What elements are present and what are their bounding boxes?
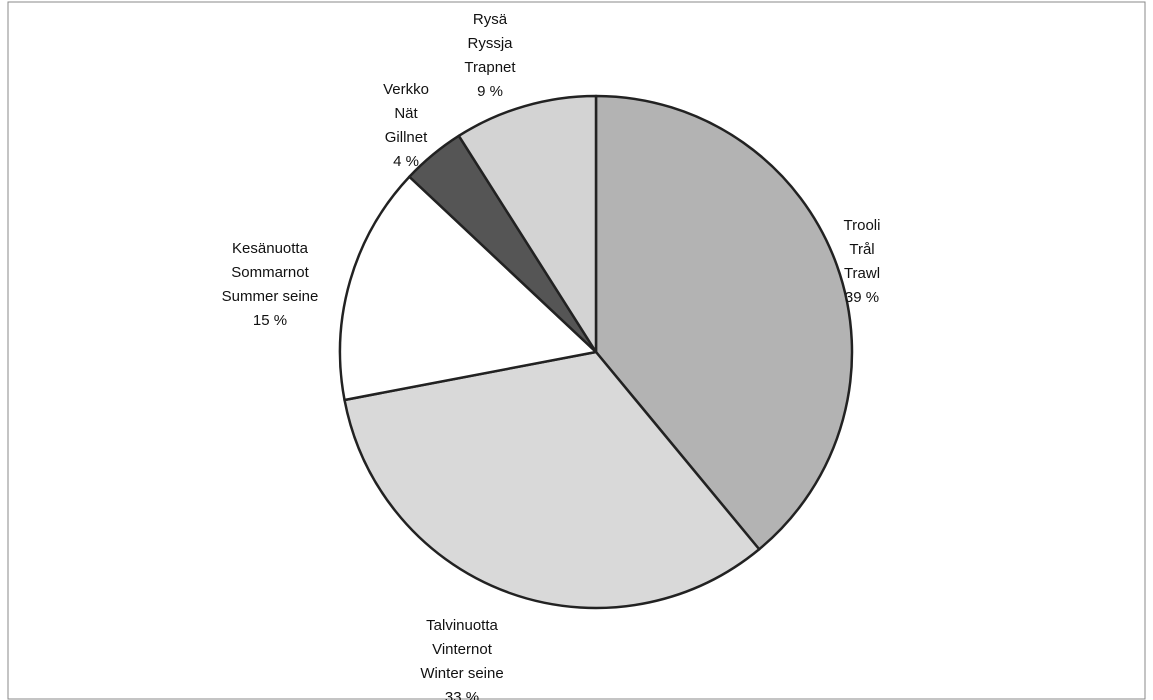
- pie-slice: [338, 175, 598, 402]
- slice-label-line: Ryssja: [467, 35, 513, 52]
- slice-label-line: Trawl: [844, 265, 880, 282]
- slice-label-line: Trapnet: [464, 59, 516, 76]
- slice-label-line: Verkko: [383, 81, 429, 98]
- slice-label: Verkko Nät Gillnet 4 %: [383, 81, 429, 170]
- slice-value-label: 9 %: [477, 83, 503, 100]
- slice-label-line: Kesänuotta: [232, 240, 309, 257]
- slice-label-line: Gillnet: [385, 129, 428, 146]
- slice-value-label: 39 %: [845, 289, 879, 306]
- slice-value-label: 15 %: [253, 312, 287, 329]
- slice-label-line: Rysä: [473, 11, 508, 28]
- slice-value-label: 4 %: [393, 153, 419, 170]
- slice-label-line: Summer seine: [222, 288, 319, 305]
- pie-slice: [343, 350, 761, 610]
- slice-label-line: Winter seine: [420, 665, 503, 682]
- slice-label-line: Vinternot: [432, 641, 493, 658]
- slice-label: Rysä Ryssja Trapnet 9 %: [464, 11, 516, 100]
- slice-label-line: Nät: [394, 105, 418, 122]
- slice-value-label: 33 %: [445, 689, 479, 700]
- slice-label-line: Sommarnot: [231, 264, 309, 281]
- slice-label: Kesänuotta Sommarnot Summer seine 15 %: [222, 240, 319, 329]
- pie-slice: [457, 94, 598, 354]
- slice-label-line: Trooli: [844, 217, 881, 234]
- slice-label-line: Trål: [849, 241, 874, 258]
- slice-label-line: Talvinuotta: [426, 617, 498, 634]
- slice-label: Talvinuotta Vinternot Winter seine 33 %: [420, 617, 503, 700]
- pie-slice: [594, 94, 854, 551]
- slice-label: Trooli Trål Trawl 39 %: [844, 217, 881, 306]
